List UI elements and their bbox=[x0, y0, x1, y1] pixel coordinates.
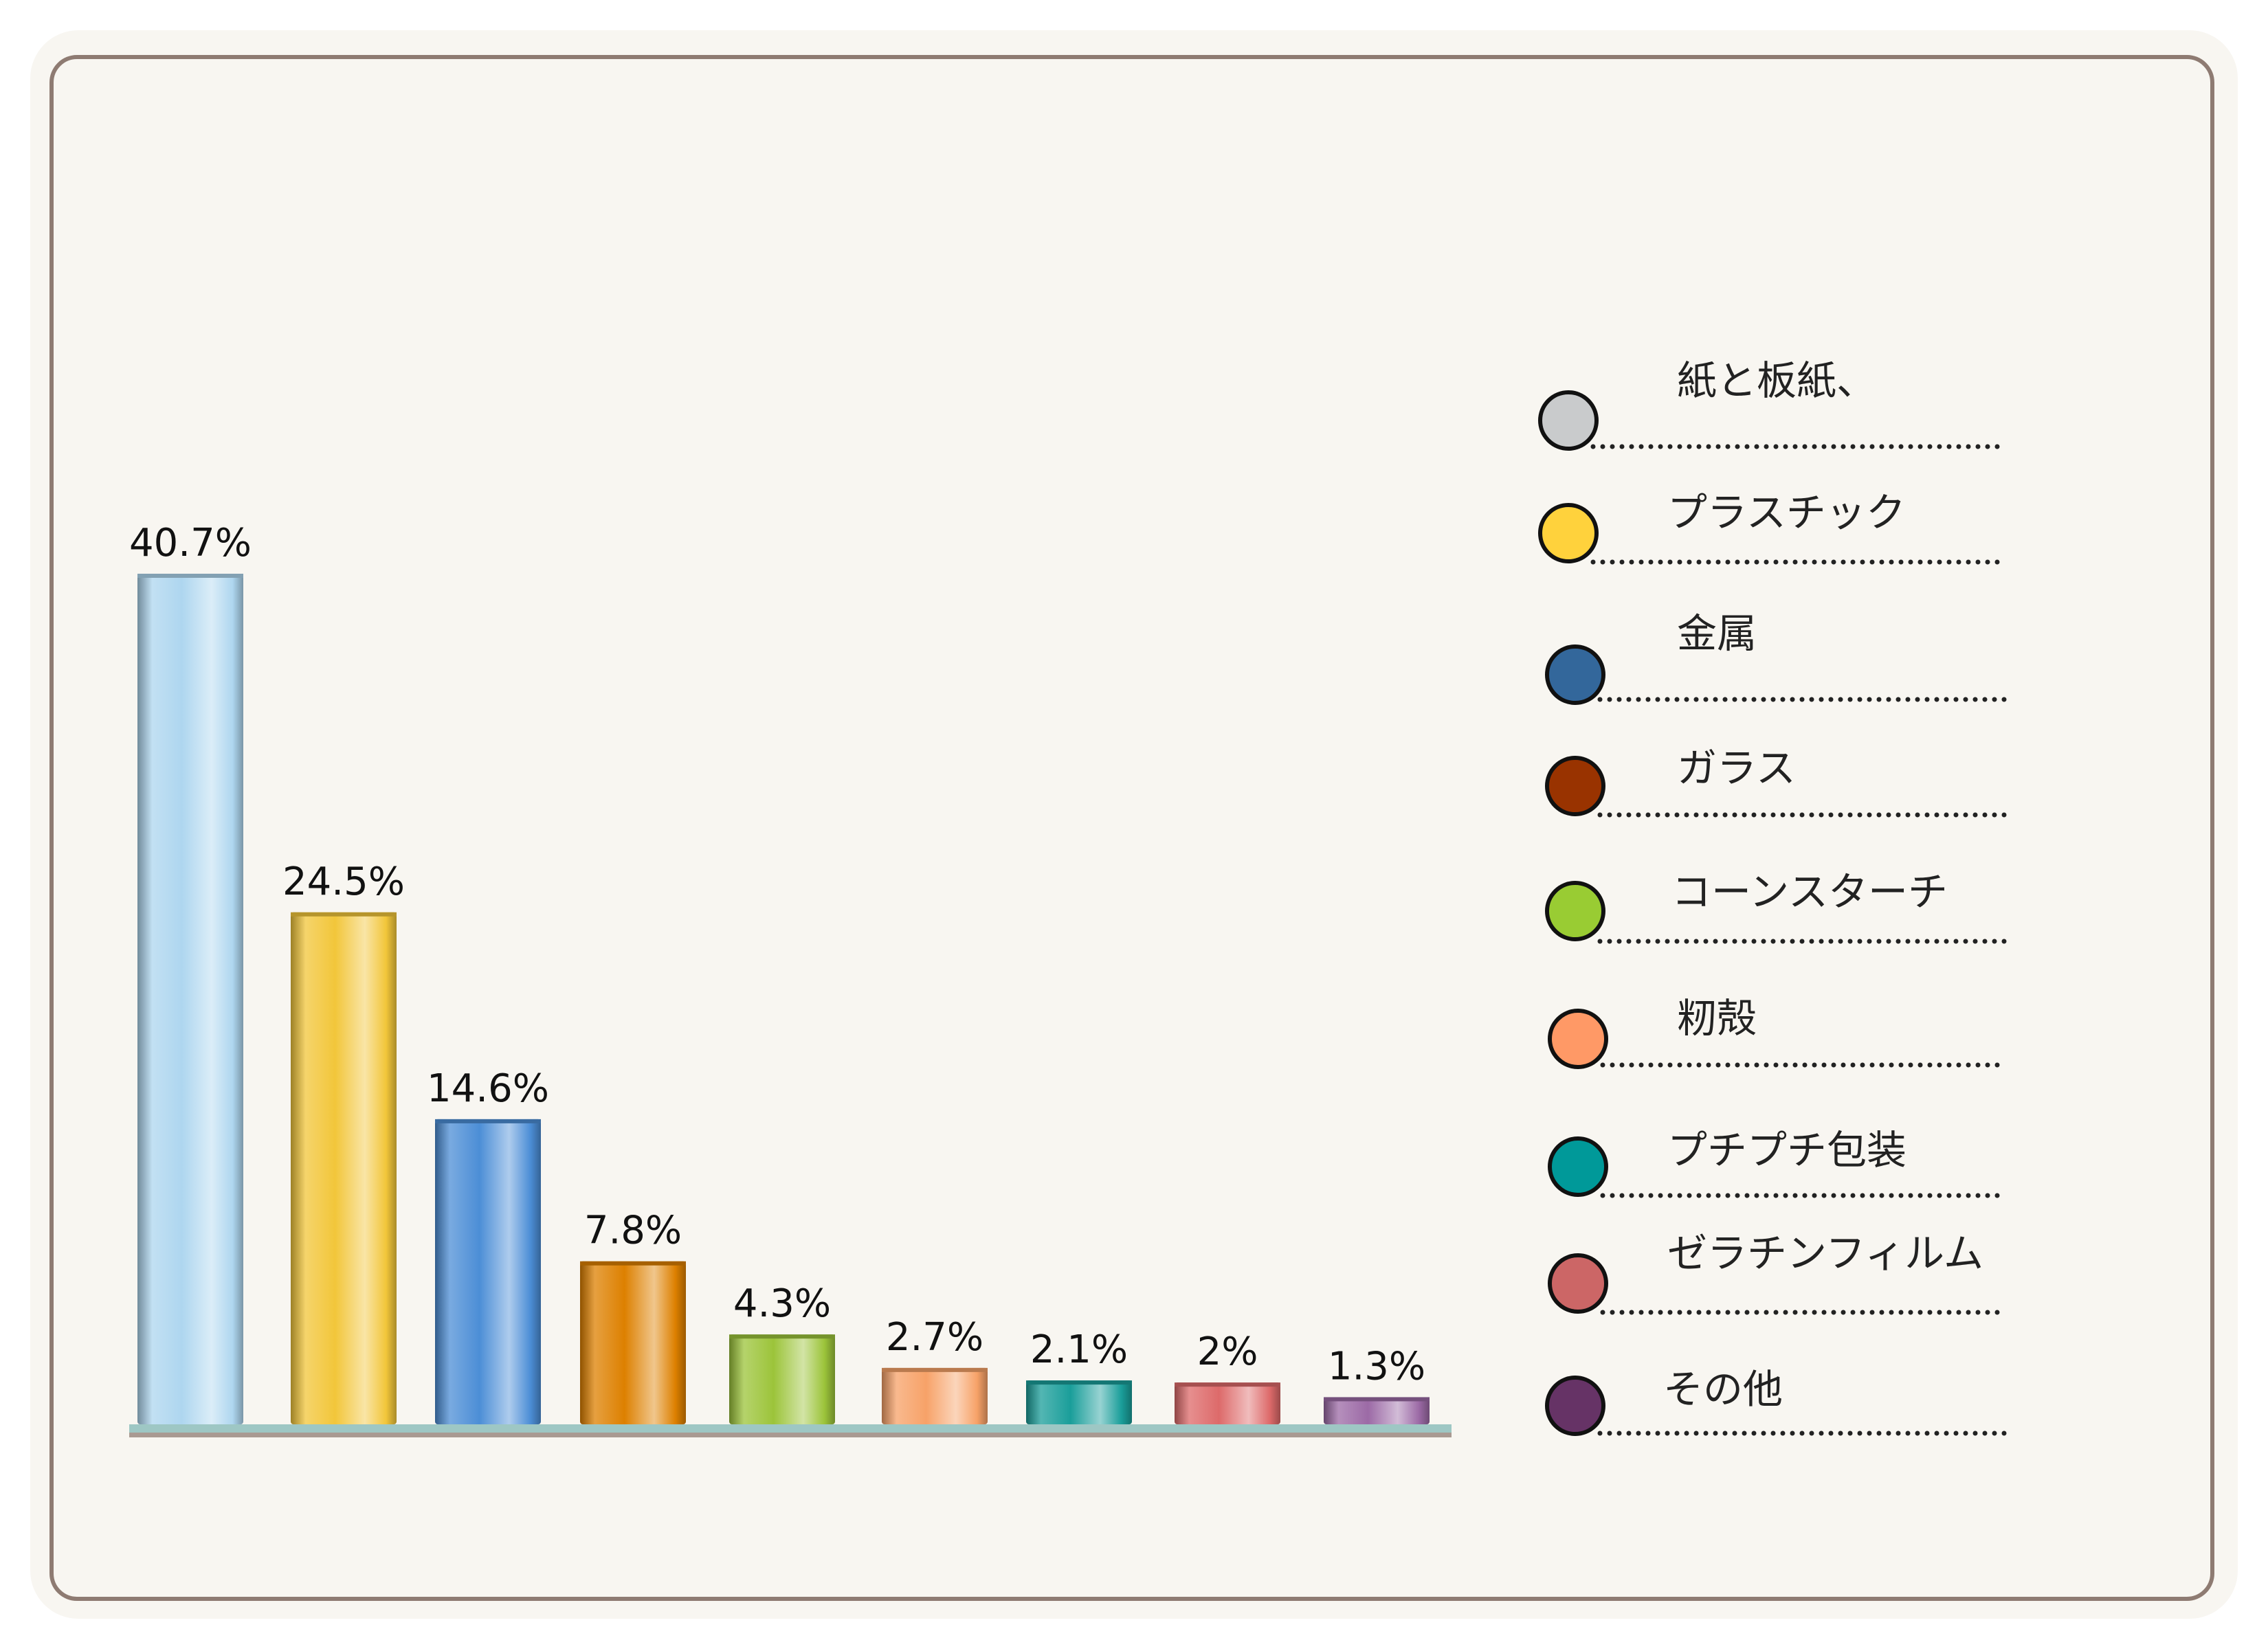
bar-labels-layer: 40.7% 24.5% 14.6% 7.8% 4.3% 2.7% 2.1% 2% 1.3% bbox=[129, 521, 1425, 1389]
bar-top-edge-4 bbox=[580, 1261, 686, 1266]
x-axis-baseline-shadow bbox=[129, 1433, 1452, 1437]
bar-top-edge-6 bbox=[882, 1367, 988, 1372]
bar-top-edge-8 bbox=[1175, 1382, 1280, 1387]
legend-item-5: コーンスターチ bbox=[1545, 868, 2010, 944]
bar-value-label-2: 24.5% bbox=[282, 860, 405, 904]
bar-top-edge-7 bbox=[1026, 1380, 1132, 1385]
legend-swatch-8 bbox=[1548, 1253, 1608, 1314]
bar-value-label-6: 2.7% bbox=[886, 1315, 983, 1360]
legend-item-2: プラスチック bbox=[1538, 489, 2010, 565]
legend-item-7: プチプチ包装 bbox=[1548, 1127, 2010, 1198]
bar-value-label-9: 1.3% bbox=[1328, 1344, 1425, 1389]
bar-8 bbox=[1175, 1382, 1280, 1424]
bar-value-label-1: 40.7% bbox=[129, 521, 252, 565]
bar-7 bbox=[1026, 1380, 1132, 1424]
legend-swatch-9 bbox=[1545, 1376, 1605, 1436]
legend-swatch-3 bbox=[1545, 644, 1605, 705]
bar-top-edge-3 bbox=[435, 1119, 541, 1123]
bar-4 bbox=[580, 1261, 686, 1424]
legend-label-7: プチプチ包装 bbox=[1667, 1127, 1906, 1174]
legend: 紙と板紙、プラスチック金属ガラスコーンスターチ籾殻プチプチ包装ゼラチンフィルムそ… bbox=[1538, 357, 2010, 1436]
bar-value-label-3: 14.6% bbox=[427, 1066, 549, 1111]
legend-item-1: 紙と板紙、 bbox=[1538, 357, 2010, 451]
bar-value-label-7: 2.1% bbox=[1030, 1327, 1128, 1372]
bar-top-edge-1 bbox=[137, 574, 243, 578]
legend-label-6: 籾殻 bbox=[1677, 995, 1757, 1042]
legend-swatch-1 bbox=[1538, 390, 1599, 451]
legend-item-8: ゼラチンフィルム bbox=[1548, 1230, 2010, 1315]
bar-1 bbox=[137, 574, 243, 1424]
legend-item-6: 籾殻 bbox=[1548, 995, 2010, 1069]
legend-swatch-4 bbox=[1545, 756, 1605, 816]
legend-swatch-2 bbox=[1538, 503, 1599, 563]
legend-item-9: その他 bbox=[1545, 1366, 2010, 1436]
legend-swatch-7 bbox=[1548, 1136, 1608, 1197]
legend-label-8: ゼラチンフィルム bbox=[1667, 1230, 1983, 1277]
legend-label-1: 紙と板紙、 bbox=[1677, 357, 1876, 404]
legend-label-3: 金属 bbox=[1677, 610, 1757, 657]
legend-label-9: その他 bbox=[1663, 1366, 1783, 1413]
chart-card bbox=[49, 55, 2214, 1601]
bar-2 bbox=[291, 912, 397, 1424]
bar-value-label-5: 4.3% bbox=[733, 1281, 831, 1326]
legend-item-3: 金属 bbox=[1545, 610, 2010, 705]
bar-value-label-8: 2% bbox=[1197, 1330, 1258, 1374]
bar-top-edge-2 bbox=[291, 912, 397, 917]
bar-6 bbox=[882, 1367, 988, 1424]
legend-label-2: プラスチック bbox=[1667, 489, 1906, 536]
x-axis-baseline bbox=[129, 1424, 1452, 1433]
bar-top-edge-5 bbox=[729, 1334, 835, 1339]
bar-5 bbox=[729, 1334, 835, 1424]
bar-3 bbox=[435, 1119, 541, 1424]
bar-top-edge-9 bbox=[1324, 1397, 1430, 1402]
legend-swatch-5 bbox=[1545, 881, 1605, 941]
legend-item-4: ガラス bbox=[1545, 745, 2010, 818]
legend-swatch-6 bbox=[1548, 1009, 1608, 1069]
bar-9 bbox=[1324, 1397, 1430, 1424]
bars-layer bbox=[137, 574, 1430, 1424]
bar-value-label-4: 7.8% bbox=[584, 1209, 682, 1253]
legend-label-5: コーンスターチ bbox=[1671, 868, 1948, 915]
legend-label-4: ガラス bbox=[1677, 745, 1796, 792]
